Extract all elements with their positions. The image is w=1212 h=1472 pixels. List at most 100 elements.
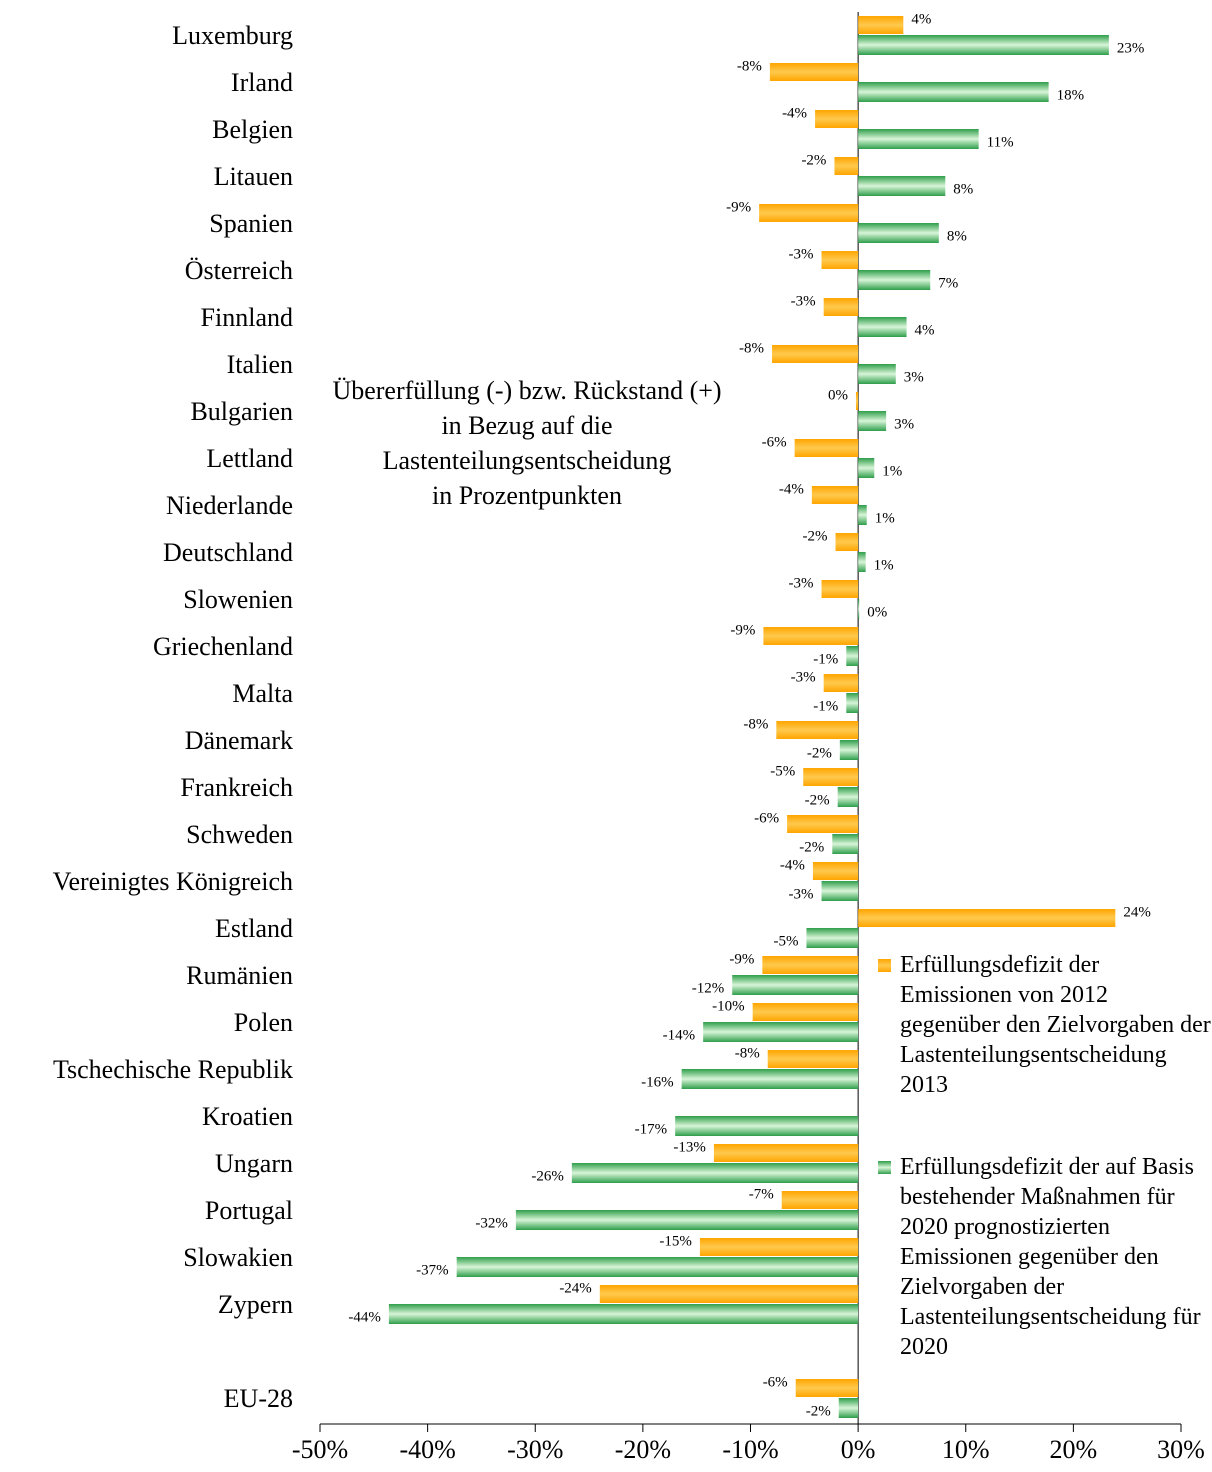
bar [834,157,859,175]
legend: Erfüllungsdefizit der Emissionen von 201… [876,950,1212,1362]
bar [713,1144,859,1162]
bar [821,251,859,269]
bar [772,345,859,363]
data-label: 7% [938,275,958,291]
bar [571,1163,859,1183]
bar [858,411,887,431]
data-label: -6% [763,1374,788,1390]
data-label: 0% [828,387,848,403]
data-label: -14% [663,1027,696,1043]
bar [858,317,907,337]
bar [858,176,946,196]
data-label: 18% [1057,87,1085,103]
bar [803,768,859,786]
data-label: -9% [726,199,751,215]
data-label: -24% [559,1280,592,1296]
data-label: -12% [692,980,725,996]
data-label: -2% [806,1403,831,1419]
data-label: -13% [673,1139,706,1155]
data-label: -6% [754,810,779,826]
data-label: -6% [762,434,787,450]
legend-swatch [878,959,891,972]
data-label: -3% [791,293,816,309]
y-tick-label: Belgien [212,115,293,144]
bar [675,1116,859,1136]
data-label: -10% [712,998,745,1014]
data-label: -8% [743,716,768,732]
bar [858,270,931,290]
data-label: -4% [782,105,807,121]
y-tick-label: Litauen [214,162,293,191]
bar [858,223,939,243]
bar [858,364,896,384]
annotation: Übererfüllung (-) bzw. Rückstand (+) [332,376,721,405]
bar [838,1398,859,1418]
bar [858,16,904,34]
y-tick-label: Estland [215,914,293,943]
data-label: 3% [904,369,924,385]
y-tick-label: Dänemark [185,726,293,755]
y-tick-label: Österreich [185,256,293,285]
y-tick-label: Niederlande [166,491,293,520]
legend-entry: Erfüllungsdefizit der auf Basis bestehen… [876,1152,1212,1362]
data-label: -5% [770,763,795,779]
y-tick-label: Slowakien [183,1243,293,1272]
x-tick-label: 10% [942,1435,990,1464]
data-label: -2% [805,792,830,808]
data-label: -2% [799,839,824,855]
data-label: -8% [739,340,764,356]
bar [794,439,859,457]
legend-entry: Erfüllungsdefizit der Emissionen von 201… [876,950,1212,1100]
data-label: -2% [801,152,826,168]
data-label: 23% [1117,40,1145,56]
x-tick-label: 20% [1050,1435,1098,1464]
data-label: -37% [416,1262,449,1278]
data-label: 24% [1123,904,1151,920]
y-tick-label: Frankreich [180,773,293,802]
bar [388,1304,859,1324]
data-label: 0% [867,604,887,620]
bar [795,1379,859,1397]
x-tick-label: -50% [292,1435,348,1464]
y-tick-label: Italien [227,350,293,379]
bar [821,881,859,901]
y-tick-label: Finnland [201,303,293,332]
bar [858,599,860,619]
bar [858,552,866,572]
data-label: 1% [874,557,894,573]
bar [812,862,859,880]
data-label: -15% [659,1233,692,1249]
data-label: -1% [813,651,838,667]
annotation: in Prozentpunkten [432,481,622,510]
data-label: -17% [635,1121,668,1137]
bar [858,909,1116,927]
bar [846,646,859,666]
annotation: in Bezug auf die [441,411,612,440]
data-label: 1% [875,510,895,526]
data-label: 3% [894,416,914,432]
bar [703,1022,859,1042]
data-label: -26% [531,1168,564,1184]
data-label: 4% [915,322,935,338]
x-tick-label: -20% [615,1435,671,1464]
bar [811,486,859,504]
bar [763,627,859,645]
data-label: 8% [947,228,967,244]
bar [806,928,859,948]
data-label: -4% [779,481,804,497]
legend-label: Erfüllungsdefizit der Emissionen von 201… [900,952,1211,1098]
annotation: Lastenteilungsentscheidung [383,446,672,475]
x-tick-label: -40% [399,1435,455,1464]
y-tick-label: Deutschland [163,538,293,567]
x-tick-label: 30% [1157,1435,1205,1464]
data-label: 1% [882,463,902,479]
bar [776,721,859,739]
y-tick-label: Bulgarien [190,397,293,426]
data-label: -9% [730,622,755,638]
data-label: -9% [729,951,754,967]
bar [759,204,859,222]
data-label: -7% [749,1186,774,1202]
y-tick-label: Rumänien [186,961,293,990]
data-label: -1% [813,698,838,714]
